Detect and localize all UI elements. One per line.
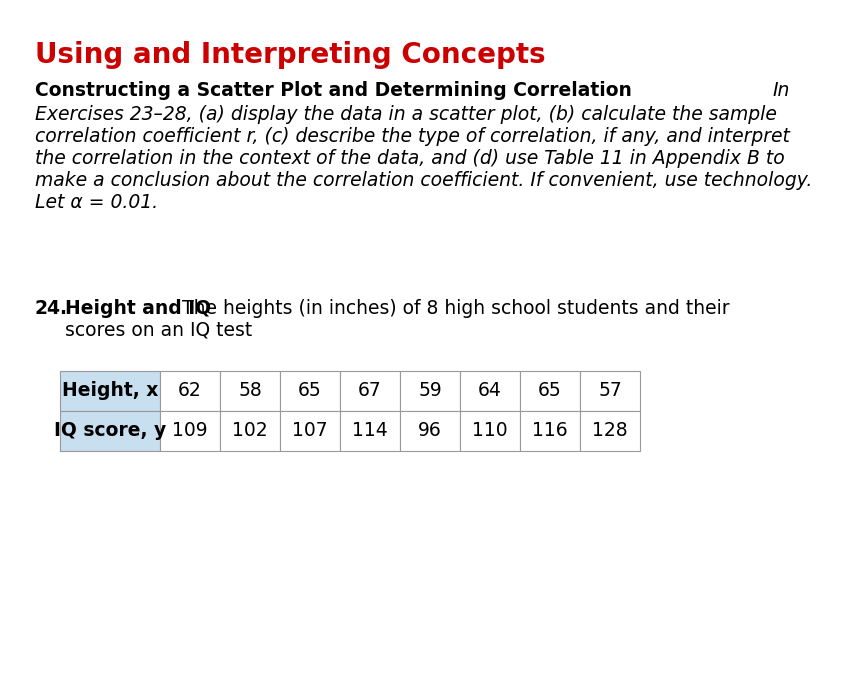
Text: In: In xyxy=(773,81,790,100)
Text: 57: 57 xyxy=(598,382,622,400)
Bar xyxy=(340,411,400,451)
Bar xyxy=(220,371,280,411)
Text: Using and Interpreting Concepts: Using and Interpreting Concepts xyxy=(35,41,546,69)
Text: 107: 107 xyxy=(292,422,328,440)
Text: 64: 64 xyxy=(478,382,502,400)
Text: correlation coefficient r, (c) describe the type of correlation, if any, and int: correlation coefficient r, (c) describe … xyxy=(35,127,790,146)
Text: 67: 67 xyxy=(358,382,382,400)
Text: 128: 128 xyxy=(592,422,628,440)
Text: make a conclusion about the correlation coefficient. If convenient, use technolo: make a conclusion about the correlation … xyxy=(35,171,813,190)
Text: 59: 59 xyxy=(418,382,442,400)
Text: 102: 102 xyxy=(232,422,268,440)
Bar xyxy=(460,411,520,451)
Text: Height and IQ: Height and IQ xyxy=(65,299,211,318)
Bar xyxy=(160,371,220,411)
Bar xyxy=(400,371,460,411)
Bar xyxy=(220,411,280,451)
Text: Let α = 0.01.: Let α = 0.01. xyxy=(35,193,158,212)
Text: 116: 116 xyxy=(532,422,568,440)
Bar xyxy=(400,411,460,451)
Text: 62: 62 xyxy=(179,382,202,400)
Bar xyxy=(580,371,640,411)
Text: 65: 65 xyxy=(298,382,322,400)
Bar xyxy=(60,411,160,451)
Bar xyxy=(460,371,520,411)
Text: the correlation in the context of the data, and (d) use Table 11 in Appendix B t: the correlation in the context of the da… xyxy=(35,149,785,168)
Text: Height, x: Height, x xyxy=(61,382,158,400)
Text: The heights (in inches) of 8 high school students and their: The heights (in inches) of 8 high school… xyxy=(170,299,730,318)
Bar xyxy=(60,371,160,411)
Text: 114: 114 xyxy=(352,422,388,440)
Text: 96: 96 xyxy=(418,422,442,440)
Text: 58: 58 xyxy=(238,382,262,400)
Bar xyxy=(580,411,640,451)
Bar xyxy=(160,411,220,451)
Text: 110: 110 xyxy=(472,422,508,440)
Text: Constructing a Scatter Plot and Determining Correlation: Constructing a Scatter Plot and Determin… xyxy=(35,81,632,100)
Text: Exercises 23–28, (a) display the data in a scatter plot, (b) calculate the sampl: Exercises 23–28, (a) display the data in… xyxy=(35,105,777,124)
Bar xyxy=(280,411,340,451)
Text: 24.: 24. xyxy=(35,299,68,318)
Bar xyxy=(340,371,400,411)
Bar xyxy=(520,371,580,411)
Text: IQ score, y: IQ score, y xyxy=(54,422,166,440)
Text: 65: 65 xyxy=(538,382,562,400)
Bar xyxy=(280,371,340,411)
Bar xyxy=(520,411,580,451)
Text: scores on an IQ test: scores on an IQ test xyxy=(65,321,253,340)
Text: 109: 109 xyxy=(172,422,208,440)
